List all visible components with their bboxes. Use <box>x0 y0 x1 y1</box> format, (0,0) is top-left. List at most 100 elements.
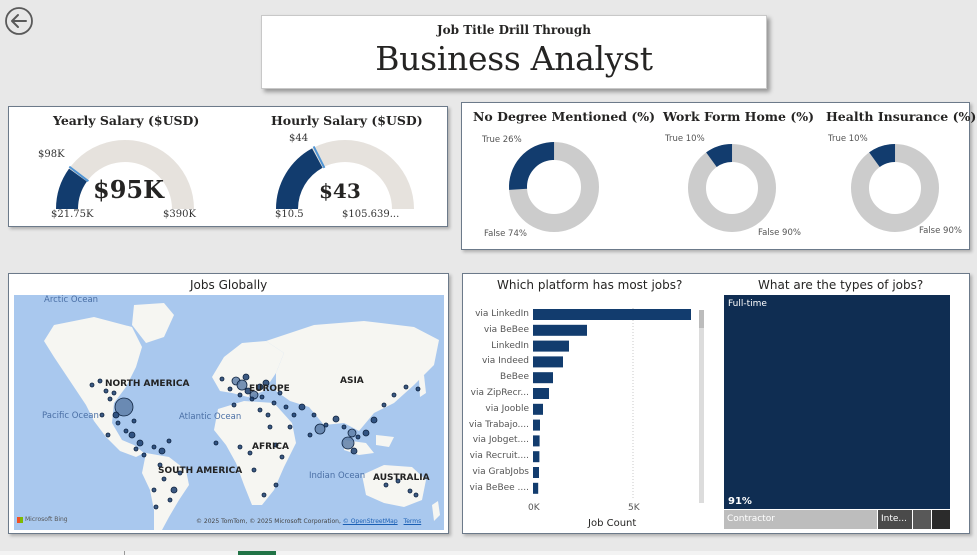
treemap-intern[interactable]: Inte... <box>878 510 912 529</box>
hourly-salary-fill <box>276 148 324 210</box>
job-location-dot <box>277 390 283 396</box>
platform-bar-labels: via LinkedIn via BeBee LinkedIn via Indeed B… <box>467 308 529 498</box>
job-location-dot <box>332 415 340 423</box>
page-title: Business Analyst <box>375 39 653 78</box>
platform-bar <box>533 451 540 463</box>
job-location-dot <box>136 439 144 447</box>
job-location-dot <box>107 396 113 402</box>
title-card: Job Title Drill Through Business Analyst <box>261 15 767 89</box>
chart-scrollbar[interactable] <box>699 328 704 503</box>
no-degree-title: No Degree Mentioned (%) <box>473 109 656 124</box>
health-insurance-false-label: False 90% <box>919 226 962 236</box>
salary-card: Yearly Salary ($USD) $95K $98K $21.75K $… <box>8 106 448 227</box>
job-location-dot <box>151 487 157 493</box>
job-location-dot <box>219 376 225 382</box>
treemap-contractor[interactable]: Contractor <box>724 510 877 529</box>
job-location-dot <box>307 432 313 438</box>
full-time-label: Full-time <box>728 299 767 309</box>
no-degree-donut <box>509 142 599 232</box>
x-tick-label: 5K <box>628 503 640 513</box>
job-location-dot <box>347 428 357 438</box>
job-location-dot <box>391 392 397 398</box>
donut-false-segment <box>851 144 939 232</box>
back-arrow-icon[interactable] <box>4 6 34 36</box>
job-location-dot <box>213 440 219 446</box>
full-time-pct: 91% <box>728 496 752 507</box>
job-location-dot <box>236 379 248 391</box>
job-location-dot <box>259 394 265 400</box>
yearly-salary-gauge <box>56 140 194 210</box>
job-location-dot <box>167 497 173 503</box>
no-degree-false-label: False 74% <box>484 229 527 239</box>
treemap-small-cell[interactable] <box>932 510 950 529</box>
platform-bar <box>533 482 539 494</box>
job-location-dot <box>97 378 103 384</box>
platform-category-label: via GrabJobs <box>472 467 529 477</box>
world-map[interactable] <box>14 295 444 530</box>
hourly-salary-target-marker <box>312 145 326 169</box>
job-location-dot <box>287 424 293 430</box>
job-location-dot <box>323 422 329 428</box>
platform-bar <box>533 372 553 384</box>
job-location-dot <box>131 418 137 424</box>
job-location-dot <box>111 390 117 396</box>
job-location-dot <box>123 428 129 434</box>
work-from-home-title: Work Form Home (%) <box>663 109 815 124</box>
continent-label: AFRICA <box>252 442 289 452</box>
platform-bar <box>533 403 543 415</box>
health-insurance-title: Health Insurance (%) <box>826 109 977 124</box>
job-location-dot <box>115 420 121 426</box>
job-location-dot <box>283 404 289 410</box>
job-location-dot <box>244 387 252 395</box>
ocean-label: Indian Ocean <box>309 471 366 481</box>
job-location-dot <box>256 383 264 391</box>
ocean-label: Pacific Ocean <box>42 411 99 421</box>
ocean-label: Arctic Ocean <box>44 295 99 305</box>
hourly-salary-gauge <box>276 140 414 210</box>
job-location-dot <box>153 504 159 510</box>
terms-link[interactable]: Terms <box>403 518 422 525</box>
job-location-dot <box>166 438 172 444</box>
job-location-dot <box>407 488 413 494</box>
job-location-dot <box>279 454 285 460</box>
job-location-dot <box>128 431 136 439</box>
platform-category-label: LinkedIn <box>491 340 529 351</box>
continent-label: NORTH AMERICA <box>105 379 190 389</box>
treemap-full-time[interactable]: Full-time 91% <box>724 295 950 509</box>
map-attribution: © 2025 TomTom, © 2025 Microsoft Corporat… <box>196 518 422 525</box>
job-location-dot <box>262 379 270 387</box>
active-tab-indicator[interactable] <box>238 551 276 555</box>
hourly-salary-title: Hourly Salary ($USD) <box>271 113 423 128</box>
percent-donuts-card: No Degree Mentioned (%) True 26% False 7… <box>461 102 976 250</box>
hourly-salary-max-label: $105.639... <box>342 209 400 220</box>
platform-category-label: via ZipRecr... <box>470 388 529 398</box>
platform-bar <box>533 356 563 368</box>
job-location-dot <box>350 447 358 455</box>
platform-category-label: via Jobget.... <box>472 435 529 446</box>
osm-link[interactable]: © OpenStreetMap <box>342 518 398 525</box>
chart-scroll-thumb[interactable] <box>699 310 704 328</box>
job-location-dot <box>413 492 419 498</box>
job-location-dot <box>151 444 157 450</box>
platform-category-label: via Trabajo.... <box>468 419 529 430</box>
health-insurance-donut <box>851 144 939 232</box>
job-location-dots <box>89 373 421 510</box>
platform-bar <box>533 340 569 352</box>
platform-bar <box>533 388 549 399</box>
treemap-small-cell[interactable] <box>913 510 931 529</box>
job-location-dot <box>249 396 255 402</box>
tab-divider <box>124 551 125 555</box>
job-location-dot <box>141 452 147 458</box>
health-insurance-true-label: True 10% <box>828 134 868 144</box>
platform-category-label: via Recruit.... <box>469 451 529 462</box>
map-title: Jobs Globally <box>190 278 268 292</box>
hourly-salary-target-label: $44 <box>289 133 309 144</box>
hourly-salary-value: $43 <box>319 179 361 203</box>
platform-bar <box>533 324 587 336</box>
ocean-label: Atlantic Ocean <box>179 412 242 422</box>
platform-category-label: via BeBee .... <box>469 482 529 493</box>
job-location-dot <box>133 446 139 452</box>
job-location-dot <box>261 492 267 498</box>
platform-category-label: via Indeed <box>481 356 529 367</box>
job-location-dot <box>247 450 253 456</box>
